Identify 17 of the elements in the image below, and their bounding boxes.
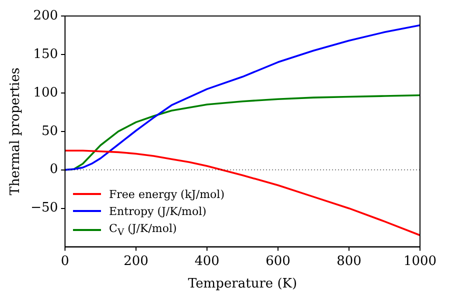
x-tick-label: 600 bbox=[266, 254, 290, 269]
x-tick-label: 400 bbox=[194, 254, 220, 269]
y-tick-label: 150 bbox=[33, 46, 58, 62]
legend-label: C$_{V}$ (J/K/mol) bbox=[109, 220, 177, 240]
legend-label: Free energy (kJ/mol) bbox=[109, 186, 224, 203]
legend-label: Entropy (J/K/mol) bbox=[109, 204, 206, 220]
x-tick-label: 0 bbox=[60, 254, 70, 269]
y-tick-label: 0 bbox=[50, 162, 58, 178]
x-axis-title: Temperature (K) bbox=[188, 276, 298, 292]
y-tick-label: −50 bbox=[30, 200, 58, 216]
x-tick-label: 800 bbox=[336, 254, 362, 269]
y-tick-label: 200 bbox=[33, 8, 58, 24]
y-axis-title: Thermal properties bbox=[8, 68, 24, 196]
y-tick-label: 50 bbox=[41, 124, 58, 139]
y-tick-label: 100 bbox=[33, 85, 58, 100]
x-tick-label: 1000 bbox=[403, 254, 437, 269]
x-tick-label: 200 bbox=[124, 254, 148, 269]
